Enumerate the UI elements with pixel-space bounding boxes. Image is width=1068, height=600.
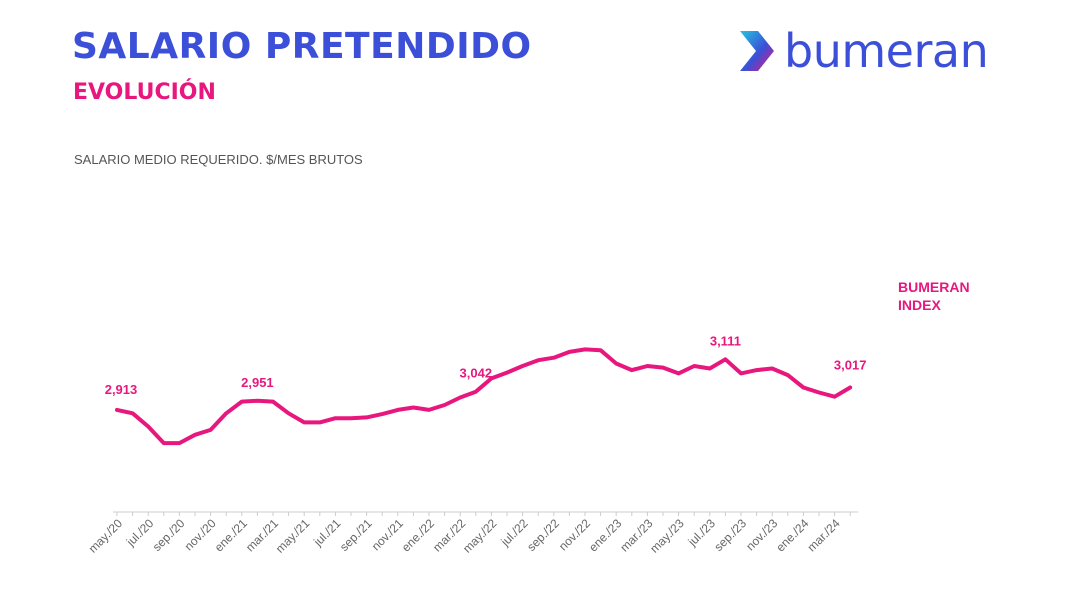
data-label: 3,017 [834,358,867,373]
logo-wordmark: bumeran [784,24,989,78]
x-tick-label: nov./23 [743,516,780,553]
data-point [833,395,837,399]
data-point [505,371,509,375]
page-title: SALARIO PRETENDIDO [72,26,532,67]
data-point [536,358,540,362]
x-tick-label: sep./22 [524,516,562,554]
x-tick-label: sep./23 [711,516,749,554]
data-point [801,386,805,390]
data-point [723,357,727,361]
data-point [661,366,665,370]
x-tick-label: nov./20 [182,516,219,553]
data-point [521,364,525,368]
x-tick-label: nov./21 [369,516,406,553]
data-point [302,420,306,424]
data-point [770,366,774,370]
data-point [692,364,696,368]
data-point [708,366,712,370]
chevron-logo-icon [740,31,774,71]
data-point [240,400,244,404]
data-label: 3,042 [460,366,493,381]
x-tick-label: ene./21 [212,516,250,554]
data-point [755,368,759,372]
data-point [427,408,431,412]
x-tick-label: nov./22 [556,516,593,553]
bumeran-logo: bumeran [736,24,989,78]
data-point [677,371,681,375]
data-label: 2,913 [105,382,138,397]
x-tick-label: sep./20 [150,516,188,554]
data-point [193,433,197,437]
x-tick-label: ene./24 [773,516,811,554]
data-point [380,412,384,416]
data-point [271,400,275,404]
data-point [131,411,135,415]
x-tick-label: may./22 [460,516,500,556]
data-label: 3,111 [710,333,741,348]
data-point [255,399,259,403]
data-point [443,403,447,407]
series-line-bumeran-index [115,347,853,446]
data-label: 2,951 [241,375,274,390]
data-point [474,390,478,394]
data-point [630,368,634,372]
data-point [599,348,603,352]
data-point [224,411,228,415]
data-point [318,420,322,424]
data-point [209,428,213,432]
data-point [365,415,369,419]
data-point [287,411,291,415]
data-point [817,391,821,395]
data-point [567,350,571,354]
x-tick-label: may./20 [86,516,126,556]
page-subtitle: EVOLUCIÓN [73,80,216,105]
data-point [645,364,649,368]
data-point [115,408,119,412]
chart-title: SALARIO MEDIO REQUERIDO. $/MES BRUTOS [74,152,363,167]
data-point [177,441,181,445]
x-tick-label: may./23 [647,516,687,556]
x-tick-label: ene./22 [399,516,437,554]
data-point [146,425,150,429]
data-point [614,361,618,365]
x-tick-label: ene./23 [586,516,624,554]
data-point [739,371,743,375]
data-point [848,386,852,390]
x-tick-label: mar./24 [805,516,843,554]
data-point [786,373,790,377]
data-point [411,405,415,409]
data-point [349,416,353,420]
data-point [162,441,166,445]
x-tick-label: may./21 [273,516,313,556]
x-tick-label: sep./21 [337,516,375,554]
series-label: BUMERAN INDEX [898,279,970,313]
data-point [458,395,462,399]
data-point [333,416,337,420]
data-point [396,408,400,412]
data-point [552,356,556,360]
data-point [583,347,587,351]
